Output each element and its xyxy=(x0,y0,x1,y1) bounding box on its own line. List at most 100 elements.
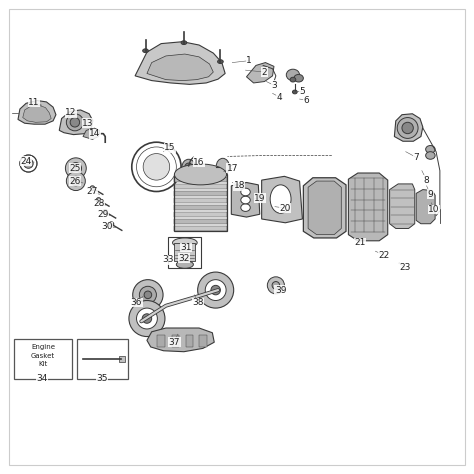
Bar xyxy=(186,335,193,347)
Bar xyxy=(199,335,207,347)
Text: 14: 14 xyxy=(89,129,100,138)
Polygon shape xyxy=(23,105,51,122)
Text: 36: 36 xyxy=(131,298,142,307)
Bar xyxy=(174,205,227,210)
Bar xyxy=(174,243,195,261)
Polygon shape xyxy=(83,128,100,139)
Ellipse shape xyxy=(174,164,227,185)
Polygon shape xyxy=(135,42,225,84)
Ellipse shape xyxy=(198,272,234,308)
Text: 6: 6 xyxy=(304,96,310,104)
Ellipse shape xyxy=(144,291,152,299)
Ellipse shape xyxy=(426,152,435,159)
Bar xyxy=(174,191,227,196)
Text: 4: 4 xyxy=(277,93,283,101)
Ellipse shape xyxy=(143,49,148,53)
Ellipse shape xyxy=(66,114,83,131)
Ellipse shape xyxy=(129,301,165,337)
Bar xyxy=(174,177,227,182)
Text: GHS: GHS xyxy=(110,165,364,309)
Ellipse shape xyxy=(270,185,291,213)
Text: 7: 7 xyxy=(413,153,419,162)
Text: 22: 22 xyxy=(378,251,390,259)
Text: 29: 29 xyxy=(98,210,109,219)
Ellipse shape xyxy=(218,60,223,64)
Text: 37: 37 xyxy=(169,338,180,346)
Polygon shape xyxy=(246,63,274,83)
Text: 21: 21 xyxy=(355,238,366,247)
Ellipse shape xyxy=(397,118,418,138)
Ellipse shape xyxy=(402,122,413,134)
Ellipse shape xyxy=(24,159,33,168)
Text: 20: 20 xyxy=(280,204,291,212)
Text: 30: 30 xyxy=(101,222,112,231)
Text: 1: 1 xyxy=(246,56,252,65)
Ellipse shape xyxy=(241,204,250,211)
Ellipse shape xyxy=(90,186,95,191)
Bar xyxy=(174,212,227,217)
Ellipse shape xyxy=(267,277,284,294)
Text: 38: 38 xyxy=(192,298,204,307)
Text: 39: 39 xyxy=(275,286,286,294)
Ellipse shape xyxy=(241,188,250,196)
Bar xyxy=(172,335,179,347)
Polygon shape xyxy=(348,173,388,241)
Ellipse shape xyxy=(176,261,193,268)
Ellipse shape xyxy=(272,282,280,289)
Text: 12: 12 xyxy=(65,109,77,117)
Ellipse shape xyxy=(241,196,250,204)
Text: 31: 31 xyxy=(180,243,191,252)
Text: 17: 17 xyxy=(227,164,238,173)
Polygon shape xyxy=(147,54,213,81)
Text: 3: 3 xyxy=(271,81,277,90)
Bar xyxy=(168,237,201,268)
Bar xyxy=(174,227,227,231)
Text: 24: 24 xyxy=(20,157,32,165)
Text: 13: 13 xyxy=(82,119,93,128)
Text: 19: 19 xyxy=(254,194,265,202)
Bar xyxy=(118,356,125,362)
Ellipse shape xyxy=(71,176,81,186)
Text: 23: 23 xyxy=(400,264,411,272)
Polygon shape xyxy=(303,178,346,238)
Polygon shape xyxy=(18,100,56,124)
Text: 34: 34 xyxy=(36,374,47,383)
Ellipse shape xyxy=(96,198,101,202)
Ellipse shape xyxy=(185,163,192,171)
Text: 2: 2 xyxy=(262,68,267,76)
Ellipse shape xyxy=(294,74,303,82)
Text: 5: 5 xyxy=(300,87,305,95)
Ellipse shape xyxy=(66,172,85,191)
Ellipse shape xyxy=(132,142,181,191)
Text: 26: 26 xyxy=(69,177,81,185)
Text: 25: 25 xyxy=(69,164,81,173)
Ellipse shape xyxy=(290,77,296,82)
Ellipse shape xyxy=(292,90,297,94)
Polygon shape xyxy=(416,190,435,224)
Ellipse shape xyxy=(137,308,157,329)
Text: 27: 27 xyxy=(87,188,98,196)
Ellipse shape xyxy=(133,280,163,310)
Polygon shape xyxy=(147,328,214,352)
Polygon shape xyxy=(394,114,423,141)
Text: 15: 15 xyxy=(164,144,175,152)
Text: 28: 28 xyxy=(93,200,104,208)
Text: 10: 10 xyxy=(428,205,440,214)
Ellipse shape xyxy=(286,69,300,81)
Polygon shape xyxy=(231,182,260,217)
Ellipse shape xyxy=(70,118,80,127)
Ellipse shape xyxy=(139,286,156,303)
Bar xyxy=(174,219,227,224)
Bar xyxy=(157,335,165,347)
Ellipse shape xyxy=(103,210,108,214)
Polygon shape xyxy=(262,176,302,223)
Bar xyxy=(174,184,227,189)
Polygon shape xyxy=(390,184,415,228)
Text: 35: 35 xyxy=(96,374,108,383)
Bar xyxy=(174,198,227,203)
Ellipse shape xyxy=(109,222,114,227)
Ellipse shape xyxy=(211,285,220,295)
Ellipse shape xyxy=(426,146,435,153)
Text: 32: 32 xyxy=(178,254,190,263)
Bar xyxy=(174,174,227,231)
